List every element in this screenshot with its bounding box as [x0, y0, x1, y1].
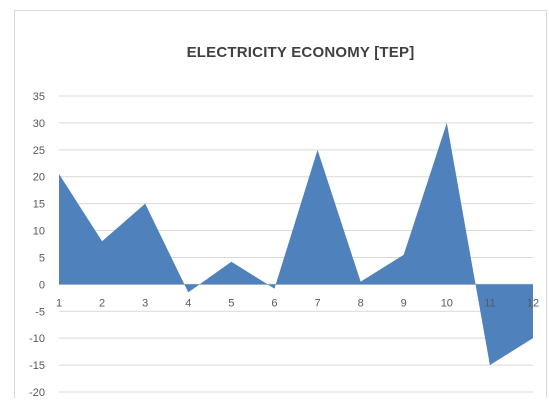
x-tick-label: 7	[314, 297, 320, 309]
y-tick-label: -15	[29, 360, 45, 372]
y-tick-label: 5	[39, 252, 45, 264]
x-axis-ticks: 1 2 3 4 5 6 7 8 9 10 11 12	[56, 297, 539, 309]
x-tick-label: 12	[527, 297, 539, 309]
y-tick-label: 15	[33, 199, 45, 211]
x-tick-label: 9	[401, 297, 407, 309]
chart-frame	[14, 10, 547, 398]
x-tick-label: 10	[441, 297, 453, 309]
y-tick-label: 25	[33, 145, 45, 157]
y-tick-label: -10	[29, 333, 45, 345]
chart-title: ELECTRICITY ECONOMY [TEP]	[186, 44, 415, 61]
x-tick-label: 8	[358, 297, 364, 309]
x-tick-label: 4	[185, 297, 191, 309]
y-tick-label: -20	[29, 387, 45, 399]
y-tick-label: 30	[33, 118, 45, 130]
y-tick-label: 35	[33, 91, 45, 103]
x-tick-label: 1	[56, 297, 62, 309]
y-tick-label: 0	[39, 279, 45, 291]
x-tick-label: 6	[271, 297, 277, 309]
y-axis-ticks: 35 30 25 20 15 10 5 0 -5 -10 -15 -20	[29, 91, 45, 399]
y-tick-label: -5	[35, 306, 45, 318]
x-tick-label: 11	[484, 297, 495, 309]
y-tick-label: 10	[33, 226, 45, 238]
y-tick-label: 20	[33, 172, 45, 184]
x-tick-label: 2	[99, 297, 105, 309]
x-tick-label: 5	[228, 297, 234, 309]
series-area	[59, 122, 533, 366]
x-tick-label: 3	[142, 297, 148, 309]
